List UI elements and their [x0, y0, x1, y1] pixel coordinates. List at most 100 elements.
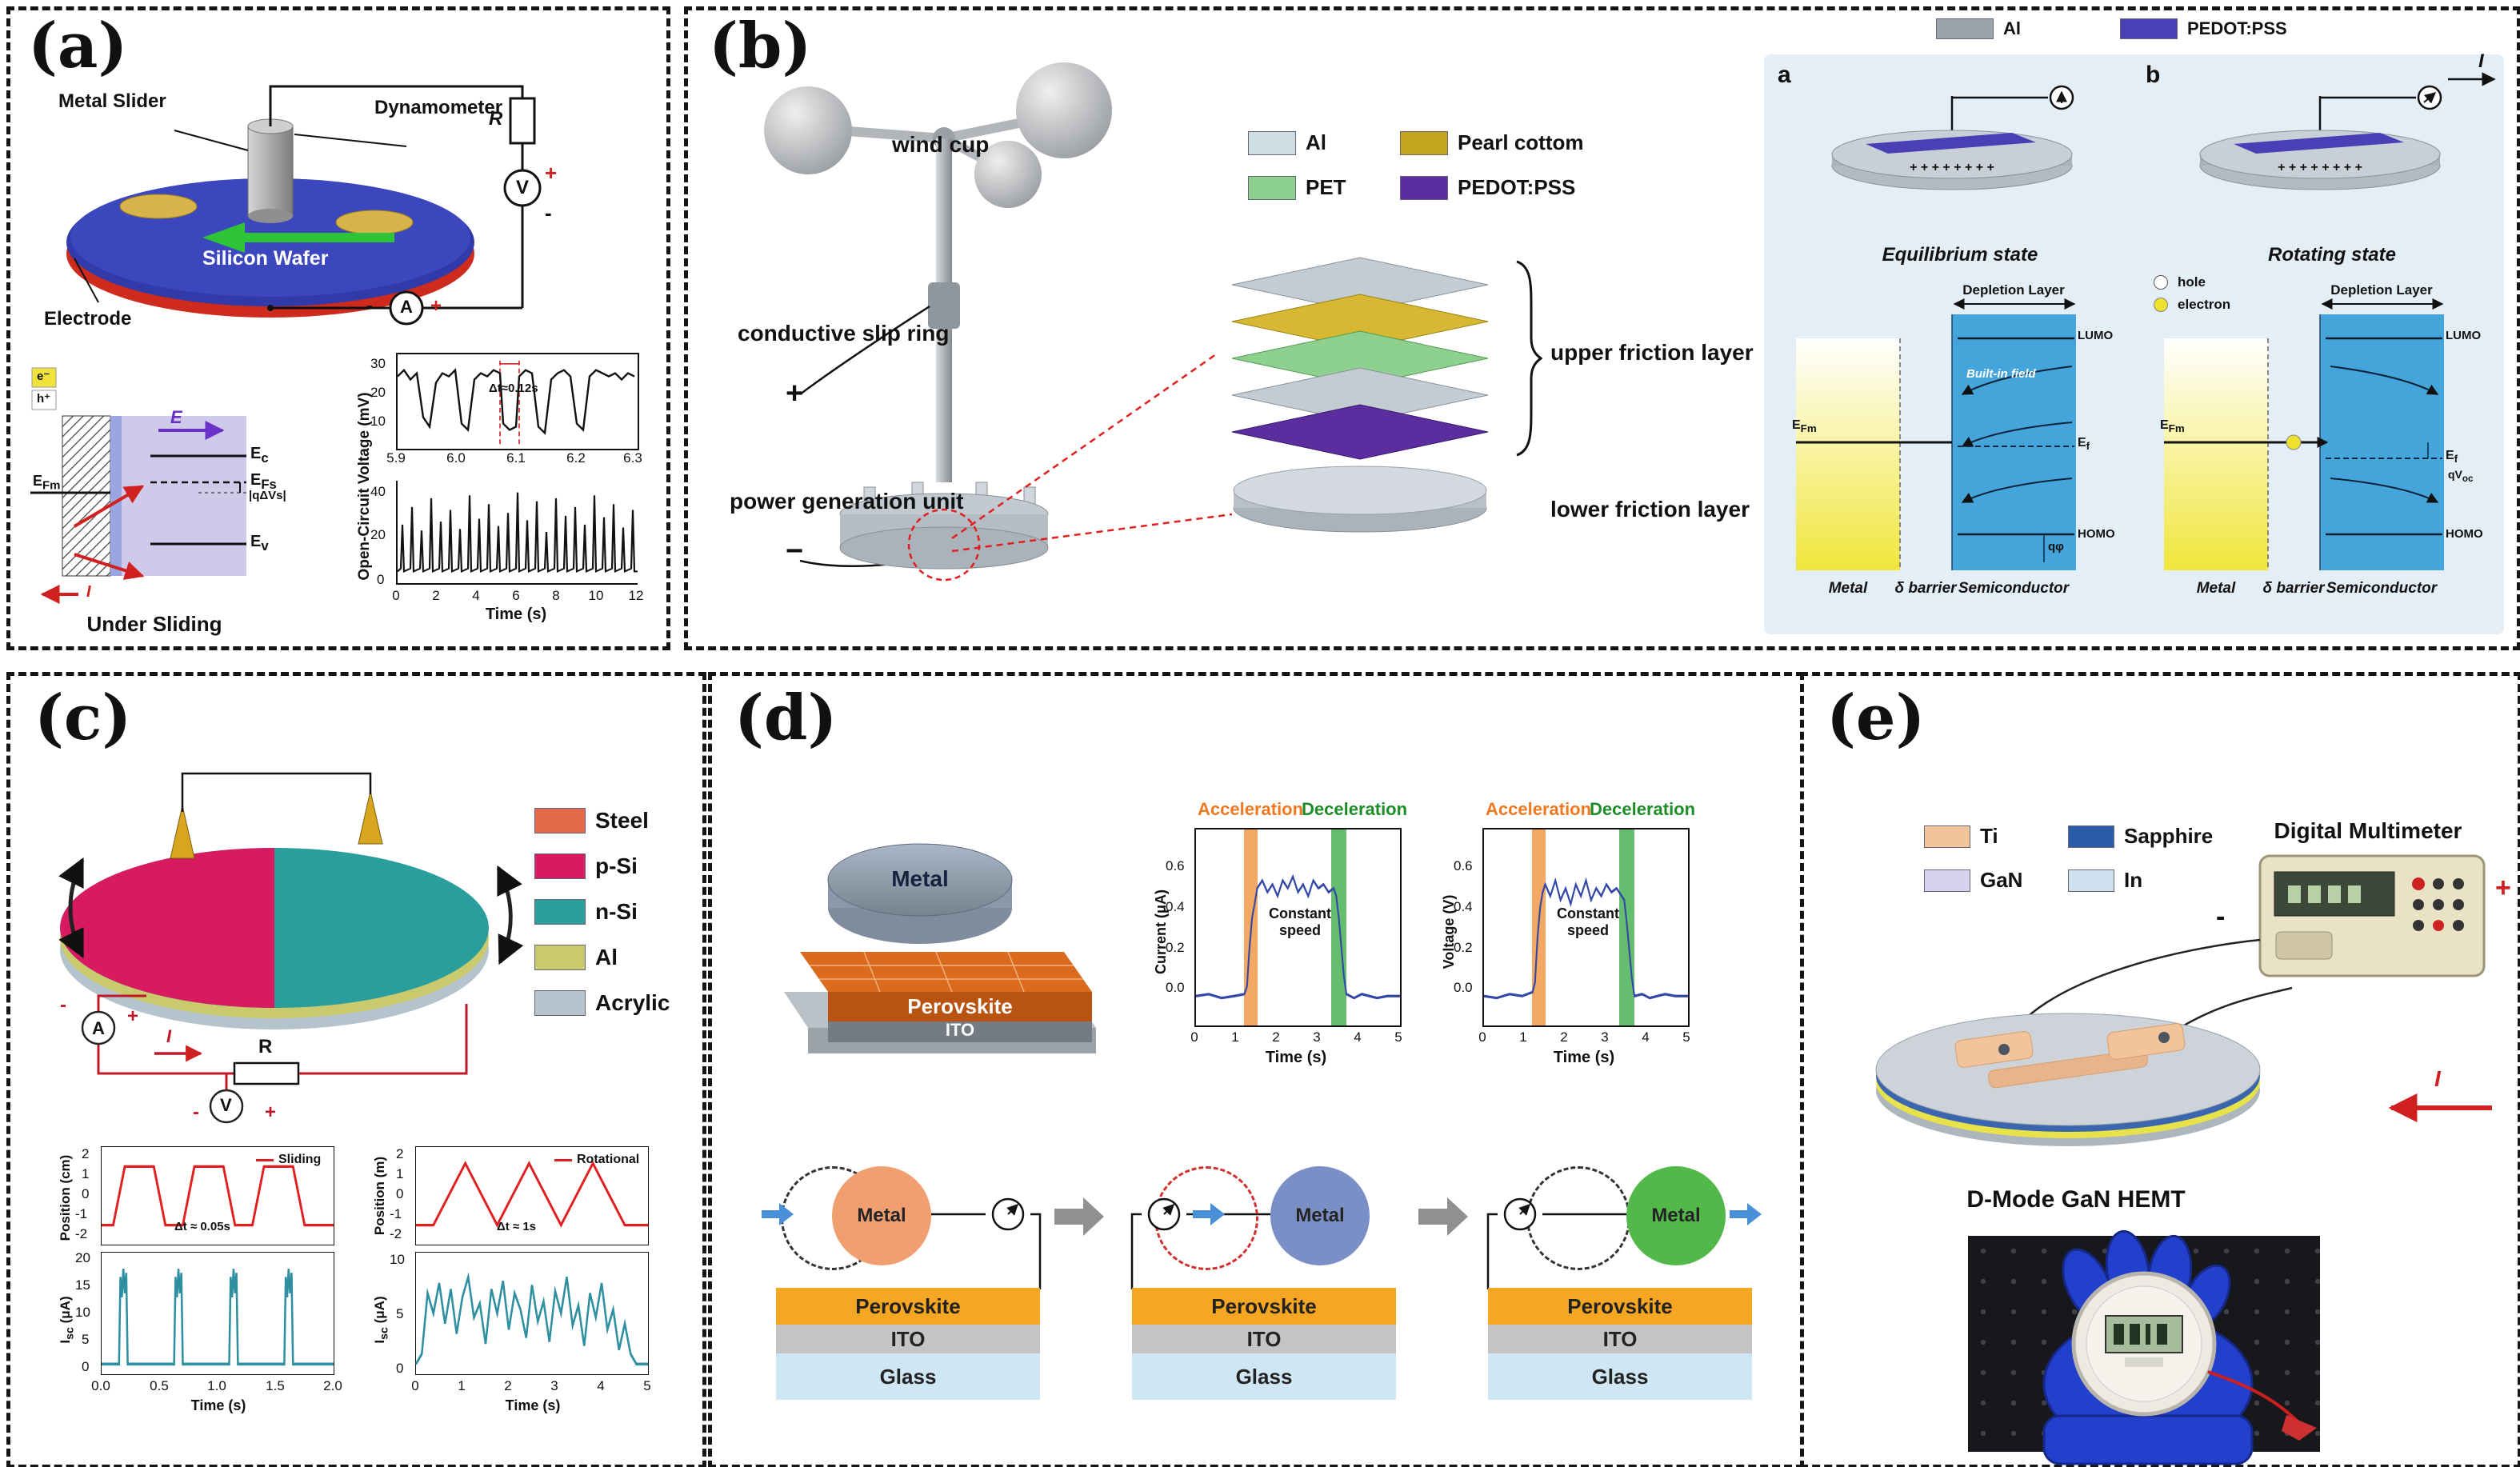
- tick: 0.6: [1454, 858, 1473, 873]
- pos-ylabel-left: Position (cm): [58, 1154, 73, 1241]
- c-left-charts: Position (cm) 2 1 0 -1 -2 Sliding Δt ≈ 0…: [54, 1140, 354, 1456]
- mech-pedot-swatch: [2120, 18, 2178, 39]
- a-main-ytick: 0: [377, 572, 385, 587]
- perovskite-front: [828, 992, 1092, 1021]
- perovskite-top: [800, 952, 1092, 992]
- hole-box: [31, 390, 57, 410]
- tick: 0.4: [1454, 899, 1473, 914]
- isc-plot-right: [415, 1252, 649, 1375]
- decel-label: Deceleration: [1590, 799, 1696, 819]
- sub-a-band-diagram: [1796, 298, 2076, 570]
- tick: 0.6: [1166, 858, 1185, 873]
- slip-ring-label: conductive slip ring: [738, 321, 950, 346]
- electron-legend: electron: [2154, 297, 2230, 313]
- dt-label-right: Δt ≈ 1s: [497, 1220, 537, 1233]
- stage-perovskite-bar: Perovskite: [1488, 1288, 1752, 1325]
- panel-b: (b) wind cup conductive slip ring + powe…: [684, 6, 2520, 650]
- motion-arrow-icon: [762, 1203, 794, 1225]
- lumo-label-a: LUMO: [2078, 329, 2114, 342]
- tick: 5: [396, 1306, 404, 1321]
- hole-symbol: h⁺: [37, 392, 51, 406]
- meter-icon: [1147, 1197, 1181, 1231]
- tick: -2: [75, 1226, 88, 1241]
- tick: -2: [390, 1226, 402, 1241]
- interface-strip: [110, 416, 122, 576]
- photo-red-wire: [2207, 1370, 2302, 1425]
- pet-swatch: [1248, 175, 1296, 200]
- stage-glass-bar: Glass: [776, 1353, 1040, 1400]
- a-xtick: 0: [392, 588, 400, 603]
- legend-item-pet: PET: [1248, 175, 1346, 200]
- sub-b-band-diagram: [2164, 298, 2444, 570]
- panel-c: (c) A + - I R V + - Steel p-Si n-Si Al A…: [6, 672, 706, 1467]
- silicon-wafer-label: Silicon Wafer: [202, 247, 329, 270]
- d-chart1-xlabel: Time (s): [1265, 1049, 1327, 1066]
- tick: 5: [82, 1332, 90, 1347]
- e-current-arrow: [2388, 1093, 2492, 1122]
- c-a-minus: -: [60, 994, 66, 1016]
- legend-item-pearl: Pearl cottom: [1400, 130, 1584, 155]
- wind-cup-3: [974, 141, 1042, 208]
- tick: 2: [1560, 1029, 1568, 1045]
- mech-al-swatch: [1936, 18, 1994, 39]
- upper-friction-label: upper friction layer: [1550, 340, 1754, 365]
- d-chart1-plot: Constant speed: [1194, 828, 1402, 1027]
- tick: 0: [1478, 1029, 1486, 1045]
- c-ammeter-label: A: [92, 1018, 105, 1038]
- metal-block: [2164, 338, 2268, 570]
- tick: 0.2: [1454, 940, 1473, 955]
- c-legend-acrylic: Acrylic: [534, 990, 670, 1016]
- stage-glass-bar: Glass: [1488, 1353, 1752, 1400]
- ammeter-label: A: [400, 297, 413, 317]
- a-inset-xtick: 5.9: [386, 450, 406, 466]
- band-diagram-a: [30, 367, 246, 604]
- panel-d: (d) Metal Perovskite ITO Acceleration De…: [708, 672, 1804, 1467]
- a-inset-ytick: 30: [370, 356, 386, 371]
- d-perovskite-label: Perovskite: [907, 994, 1013, 1018]
- tick: 3: [550, 1378, 558, 1393]
- e-minus-sign: -: [2216, 901, 2226, 932]
- resistor-box: [233, 1061, 300, 1085]
- exploded-view-connectors: [951, 353, 1233, 553]
- ef-label-a: Ef: [2078, 436, 2090, 453]
- position-trace: [102, 1165, 334, 1227]
- sapphire-swatch: [2068, 825, 2114, 848]
- qphi-label: qφ: [2048, 540, 2064, 554]
- voltmeter-label: V: [516, 177, 530, 198]
- pos-ylabel-right: Position (m): [372, 1156, 387, 1236]
- isc-plot-left: [101, 1252, 334, 1375]
- voltmeter-icon: [209, 1089, 244, 1124]
- tick: -1: [390, 1206, 402, 1221]
- stage-1: Metal Perovskite ITO Glass: [760, 1120, 1056, 1408]
- a-inset-xtick: 6.1: [506, 450, 526, 466]
- tick: 2: [396, 1146, 404, 1161]
- c-legend-al: Al: [534, 945, 618, 970]
- panel-b-label: (b): [709, 10, 812, 82]
- device-photo: [1968, 1229, 2320, 1465]
- tick: 0.5: [150, 1378, 169, 1393]
- v-minus-sign: -: [545, 201, 552, 225]
- d-chart2-xlabel: Time (s): [1553, 1049, 1615, 1066]
- mech-legend-pedot: PEDOT:PSS: [2120, 18, 2287, 39]
- tick: 0.0: [1166, 980, 1185, 995]
- constant-speed-label: Constant speed: [1269, 905, 1331, 938]
- rotation-arrow: [496, 865, 524, 965]
- a-dt-label: Δt≈0.12s: [489, 382, 538, 395]
- e-current-label: I: [2434, 1066, 2441, 1091]
- a-chart-main: [396, 481, 638, 585]
- e-legend-gan: GaN: [1924, 868, 2022, 893]
- psi-swatch: [534, 853, 586, 879]
- ito-front: [828, 1021, 1092, 1042]
- gold-pad-left: [119, 194, 198, 219]
- highlight-circle: [907, 508, 981, 582]
- stage-wires: [931, 1213, 1042, 1289]
- tick: 10: [390, 1252, 405, 1267]
- stage-arrow-1: [1054, 1197, 1104, 1236]
- decel-label: Deceleration: [1302, 799, 1408, 819]
- legend-item-pedot: PEDOT:PSS: [1400, 175, 1575, 200]
- panel-a-chart: Open-Circuit Voltage (mV) 30 20 10 Δt≈0.…: [346, 346, 654, 630]
- metal-slider-cylinder: [247, 126, 294, 217]
- wire-plus: [799, 305, 930, 396]
- c-right-xlabel: Time (s): [505, 1397, 561, 1413]
- sliding-double-arrow: [58, 857, 85, 959]
